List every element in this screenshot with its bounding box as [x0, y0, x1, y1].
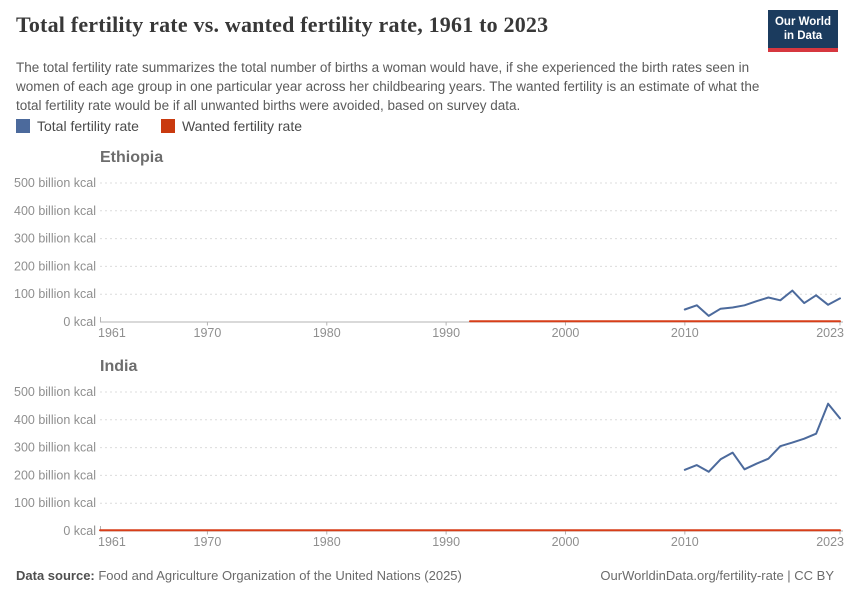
legend-item-wanted: Wanted fertility rate	[160, 118, 303, 134]
chart-footer: Data source: Food and Agriculture Organi…	[16, 568, 834, 583]
legend-label-wanted: Wanted fertility rate	[181, 118, 303, 134]
svg-text:1961: 1961	[98, 326, 126, 340]
svg-text:1970: 1970	[194, 535, 222, 549]
chart-title: Total fertility rate vs. wanted fertilit…	[16, 12, 549, 37]
svg-text:2010: 2010	[671, 535, 699, 549]
svg-text:100 billion kcal: 100 billion kcal	[14, 496, 96, 510]
legend: Total fertility rate Wanted fertility ra…	[16, 118, 302, 134]
data-source-label: Data source:	[16, 568, 95, 583]
svg-text:500 billion kcal: 500 billion kcal	[14, 385, 96, 399]
svg-text:1990: 1990	[432, 326, 460, 340]
svg-text:2023: 2023	[816, 535, 844, 549]
owid-logo-line1: Our World	[774, 16, 831, 28]
svg-text:500 billion kcal: 500 billion kcal	[14, 176, 96, 190]
ethiopia-chart: 0 kcal 100 billion kcal 200 billion kcal 30…	[14, 176, 844, 340]
data-source: Data source: Food and Agriculture Organi…	[16, 568, 462, 583]
india-chart: 0 kcal 100 billion kcal 200 billion kcal 30…	[14, 385, 844, 549]
legend-item-total: Total fertility rate	[16, 118, 139, 134]
svg-text:400 billion kcal: 400 billion kcal	[14, 413, 96, 427]
svg-text:1970: 1970	[194, 326, 222, 340]
legend-label-total: Total fertility rate	[37, 118, 139, 134]
svg-text:1980: 1980	[313, 326, 341, 340]
legend-swatch-wanted-icon	[160, 119, 175, 133]
svg-text:300 billion kcal: 300 billion kcal	[14, 441, 96, 455]
owid-logo: Our World in Data	[768, 10, 838, 52]
svg-text:100 billion kcal: 100 billion kcal	[14, 287, 96, 301]
chart-heading-india: India	[100, 358, 138, 375]
chart-heading-ethiopia: Ethiopia	[100, 149, 164, 166]
svg-text:2000: 2000	[552, 535, 580, 549]
svg-text:200 billion kcal: 200 billion kcal	[14, 259, 96, 273]
owid-logo-line2: in Data	[783, 30, 823, 43]
svg-text:0 kcal: 0 kcal	[63, 315, 96, 329]
svg-text:1961: 1961	[98, 535, 126, 549]
svg-text:1980: 1980	[313, 535, 341, 549]
svg-text:0 kcal: 0 kcal	[63, 524, 96, 538]
svg-text:1990: 1990	[432, 535, 460, 549]
svg-text:2000: 2000	[552, 326, 580, 340]
legend-swatch-total-icon	[16, 119, 30, 133]
svg-text:2023: 2023	[816, 326, 844, 340]
svg-text:400 billion kcal: 400 billion kcal	[14, 204, 96, 218]
chart-subtitle: The total fertility rate summarizes the …	[16, 60, 760, 114]
svg-text:200 billion kcal: 200 billion kcal	[14, 468, 96, 482]
data-source-text: Food and Agriculture Organization of the…	[94, 568, 462, 583]
citation-link[interactable]: OurWorldinData.org/fertility-rate | CC B…	[600, 568, 834, 583]
svg-text:300 billion kcal: 300 billion kcal	[14, 232, 96, 246]
svg-text:2010: 2010	[671, 326, 699, 340]
